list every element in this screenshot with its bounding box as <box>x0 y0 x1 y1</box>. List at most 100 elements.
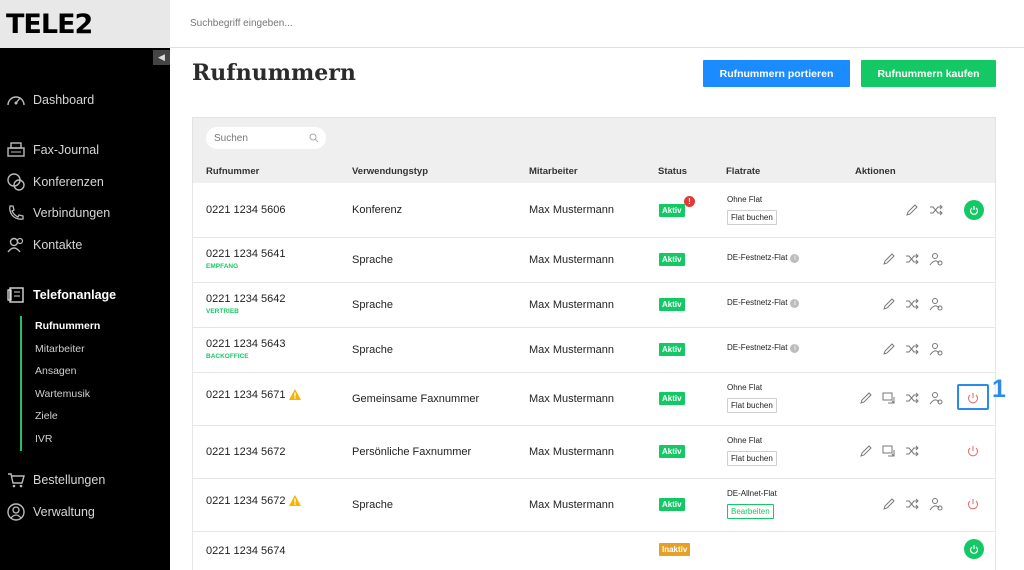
shuffle-icon[interactable] <box>905 297 919 311</box>
nav-item-konferenzen[interactable]: Konferenzen <box>6 171 104 193</box>
row-type: Sprache <box>352 499 393 511</box>
row-number: 0221 1234 5641 <box>206 248 286 260</box>
status-badge: Aktiv <box>659 445 685 458</box>
assign-user-icon[interactable] <box>929 342 943 356</box>
row-type: Sprache <box>352 254 393 266</box>
info-icon[interactable]: i <box>790 344 800 353</box>
table-row: 0221 1234 5671 Gemeinsame Faxnummer Max … <box>192 373 1006 426</box>
sidebar: TELE2 ◀ Dashboard Fax-Journal Konferenze… <box>0 0 170 570</box>
status-badge: Inaktiv <box>659 543 691 556</box>
flat-title-wrap: DE-Festnetz-Flat i <box>727 343 800 353</box>
port-numbers-button[interactable]: Rufnummern portieren <box>703 60 850 87</box>
row-tag: EMPFANG <box>206 263 239 270</box>
warning-icon <box>288 495 301 506</box>
row-number: 0221 1234 5642 <box>206 293 286 305</box>
book-flat-button[interactable]: Flat buchen <box>727 451 777 466</box>
assign-user-icon[interactable] <box>929 252 943 266</box>
edit-icon[interactable] <box>859 444 873 458</box>
nav-item-verbindungen[interactable]: Verbindungen <box>6 202 110 224</box>
assign-user-icon[interactable] <box>929 391 943 405</box>
subnav-item-wartemusik[interactable]: Wartemusik <box>35 388 91 400</box>
table-row: 0221 1234 5642 VERTRIEB Sprache Max Must… <box>192 283 996 328</box>
edit-icon[interactable] <box>859 391 873 405</box>
table-row: 0221 1234 5674 Inaktiv <box>192 532 996 570</box>
gauge-icon <box>7 96 25 106</box>
table-row: 0221 1234 5643 BACKOFFICE Sprache Max Mu… <box>192 328 996 373</box>
nav-item-kontakte[interactable]: Kontakte <box>6 234 82 256</box>
info-icon[interactable]: i <box>790 299 800 308</box>
edit-icon[interactable] <box>882 342 896 356</box>
edit-icon[interactable] <box>882 252 896 266</box>
col-header-verwendungstyp: Verwendungstyp <box>352 166 429 177</box>
power-off-icon[interactable] <box>966 444 980 458</box>
row-number: 0221 1234 5671 <box>206 389 286 401</box>
nav-item-telefonanlage[interactable]: Telefonanlage <box>6 284 116 306</box>
global-search-input[interactable]: Suchbegriff eingeben... <box>170 0 1024 48</box>
flat-title: DE-Festnetz-Flat <box>727 253 788 262</box>
status-badge: Aktiv <box>659 392 685 405</box>
collapse-sidebar-button[interactable]: ◀ <box>153 50 170 65</box>
shuffle-icon[interactable] <box>905 342 919 356</box>
subnav-item-ivr[interactable]: IVR <box>35 433 53 445</box>
flat-title: DE-Festnetz-Flat <box>727 298 788 307</box>
assign-user-icon[interactable] <box>929 297 943 311</box>
flat-title-wrap: DE-Festnetz-Flat i <box>727 253 800 263</box>
power-on-icon[interactable] <box>964 200 984 220</box>
fax-forward-icon[interactable] <box>882 391 896 405</box>
row-number-wrap: 0221 1234 5672 <box>206 495 301 507</box>
nav-label: Telefonanlage <box>33 288 117 302</box>
table-row: 0221 1234 5606 Konferenz Max Mustermann … <box>192 183 996 238</box>
col-header-rufnummer: Rufnummer <box>206 166 260 177</box>
power-off-icon[interactable] <box>966 391 980 405</box>
power-off-icon[interactable] <box>966 497 980 511</box>
edit-icon[interactable] <box>882 297 896 311</box>
phone-system-icon <box>7 287 24 303</box>
row-number-wrap: 0221 1234 5671 <box>206 389 301 401</box>
row-number: 0221 1234 5672 <box>206 495 286 507</box>
nav-label: Konferenzen <box>33 175 104 189</box>
shuffle-icon[interactable] <box>905 444 919 458</box>
subnav-item-ansagen[interactable]: Ansagen <box>35 365 77 377</box>
edit-icon[interactable] <box>905 203 919 217</box>
shuffle-icon[interactable] <box>905 391 919 405</box>
edit-flat-button[interactable]: Bearbeiten <box>727 504 774 519</box>
nav-item-bestellungen[interactable]: Bestellungen <box>6 469 105 491</box>
subnav-item-mitarbeiter[interactable]: Mitarbeiter <box>35 343 85 355</box>
shuffle-icon[interactable] <box>905 497 919 511</box>
assign-user-icon[interactable] <box>929 497 943 511</box>
fax-forward-icon[interactable] <box>882 444 896 458</box>
table-search-placeholder: Suchen <box>214 132 248 144</box>
book-flat-button[interactable]: Flat buchen <box>727 398 777 413</box>
subnav-item-ziele[interactable]: Ziele <box>35 410 58 422</box>
row-number: 0221 1234 5606 <box>206 204 286 216</box>
subnav-item-rufnummern[interactable]: Rufnummern <box>35 320 101 332</box>
shuffle-icon[interactable] <box>905 252 919 266</box>
power-on-icon[interactable] <box>964 539 984 559</box>
row-number: 0221 1234 5672 <box>206 446 286 458</box>
nav-label: Fax-Journal <box>33 143 99 157</box>
table-row: 0221 1234 5641 EMPFANG Sprache Max Muste… <box>192 238 996 283</box>
table-row: 0221 1234 5672 Sprache Max Mustermann Ak… <box>192 479 996 532</box>
search-icon <box>309 133 319 143</box>
flat-title: DE-Festnetz-Flat <box>727 343 788 352</box>
row-number: 0221 1234 5674 <box>206 545 286 557</box>
nav-item-fax-journal[interactable]: Fax-Journal <box>6 139 99 161</box>
nav-item-verwaltung[interactable]: Verwaltung <box>6 501 95 523</box>
table-search-input[interactable]: Suchen <box>206 127 326 149</box>
row-employee: Max Mustermann <box>529 204 614 216</box>
nav-label: Kontakte <box>33 238 83 252</box>
status-badge: Aktiv <box>659 204 685 217</box>
nav-item-dashboard[interactable]: Dashboard <box>6 89 94 111</box>
book-flat-button[interactable]: Flat buchen <box>727 210 777 225</box>
shuffle-icon[interactable] <box>929 203 943 217</box>
row-employee: Max Mustermann <box>529 299 614 311</box>
flat-title: DE-Allnet-Flat <box>727 489 777 498</box>
edit-icon[interactable] <box>882 497 896 511</box>
row-employee: Max Mustermann <box>529 254 614 266</box>
buy-numbers-button[interactable]: Rufnummern kaufen <box>861 60 996 87</box>
row-type: Sprache <box>352 299 393 311</box>
info-icon[interactable]: i <box>790 254 800 263</box>
cart-icon <box>8 473 25 488</box>
tele2-logo[interactable]: TELE2 <box>6 8 93 40</box>
numbers-table: Suchen Rufnummer Verwendungstyp Mitarbei… <box>192 117 1006 570</box>
